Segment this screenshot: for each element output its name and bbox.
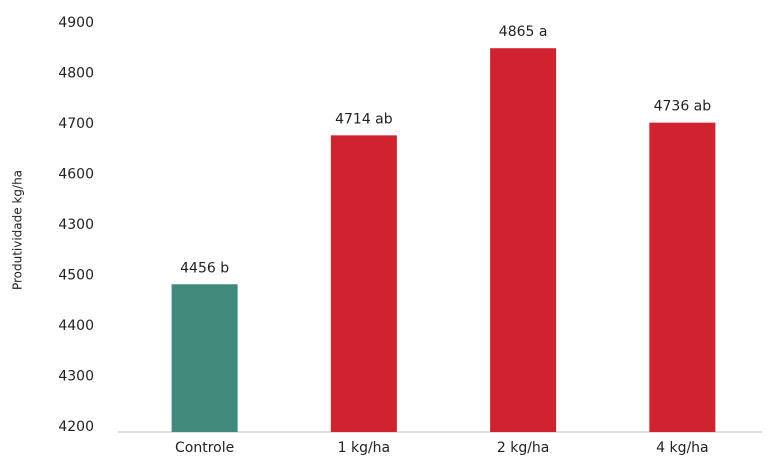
- x-tick-label: 1 kg/ha: [338, 440, 391, 456]
- y-tick-label: 4400: [58, 318, 94, 334]
- y-tick-label: 4300: [58, 217, 94, 233]
- x-tick-label: 2 kg/ha: [497, 440, 550, 456]
- bar: [490, 48, 557, 432]
- y-tick-label: 4900: [58, 15, 94, 31]
- bar: [649, 122, 716, 432]
- data-label: 4736 ab: [654, 99, 712, 115]
- y-axis-title: Produtividade kg/ha: [11, 170, 25, 290]
- y-tick-label: 4600: [58, 167, 94, 183]
- y-tick-label: 4500: [58, 268, 94, 284]
- data-label: 4456 b: [180, 260, 229, 276]
- y-tick-label: 4800: [58, 66, 94, 82]
- x-tick-label: Controle: [175, 440, 234, 456]
- data-label: 4714 ab: [335, 111, 393, 127]
- y-tick-label: 4300: [58, 369, 94, 385]
- y-tick-label: 4200: [58, 419, 94, 435]
- y-tick-label: 4700: [58, 116, 94, 132]
- bar: [330, 135, 397, 432]
- data-label: 4865 a: [499, 24, 548, 40]
- bar: [171, 284, 238, 432]
- x-tick-label: 4 kg/ha: [656, 440, 709, 456]
